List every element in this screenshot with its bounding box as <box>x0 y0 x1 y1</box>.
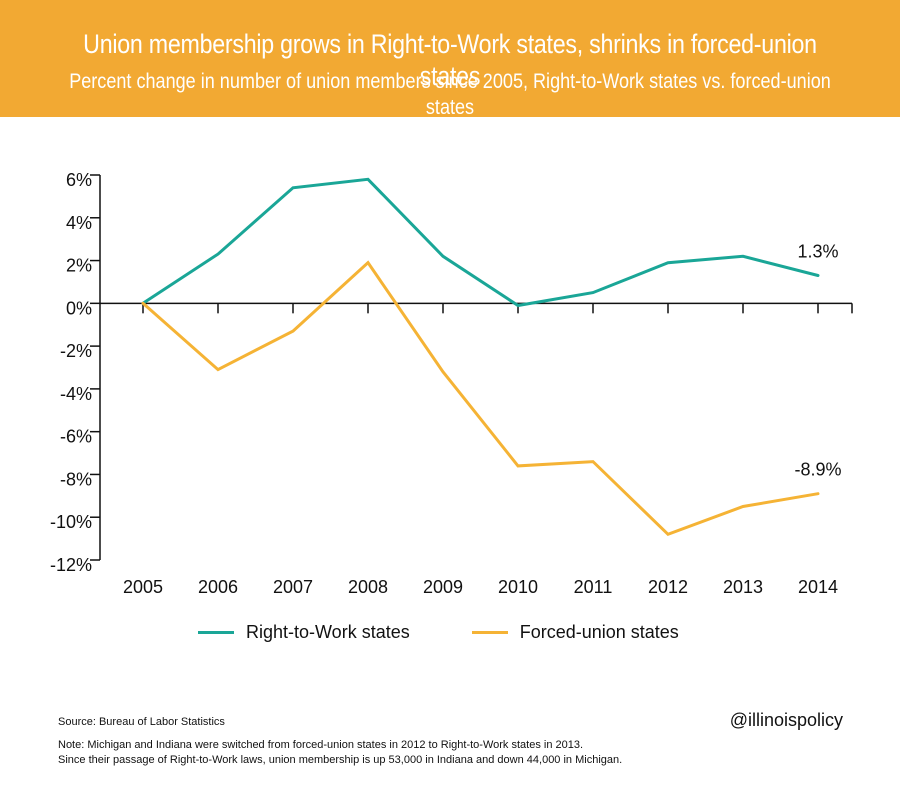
x-tick-label: 2014 <box>798 577 838 597</box>
footnote-line-2: Since their passage of Right-to-Work law… <box>58 754 623 766</box>
y-tick-label: 2% <box>66 256 92 276</box>
y-tick-label: -12% <box>50 555 92 575</box>
y-tick-label: -8% <box>60 469 92 489</box>
x-axis: 2005 2006 2007 2008 2009 2010 2011 2012 2013 2014 <box>100 302 853 597</box>
chart-subtitle: Percent change in number of union member… <box>69 70 831 119</box>
y-tick-label: 0% <box>66 298 92 318</box>
y-tick-label: -2% <box>60 341 92 361</box>
x-tick-label: 2011 <box>574 577 613 597</box>
footnote: Note: Michigan and Indiana were switched… <box>58 738 858 768</box>
legend-swatch-forced-union <box>471 631 508 634</box>
series-lines <box>141 177 820 537</box>
y-tick-label: -6% <box>60 427 92 447</box>
legend-swatch-right-to-work <box>198 631 234 634</box>
x-tick-label: 2013 <box>723 577 763 597</box>
legend-item-forced-union: Forced-union states <box>471 622 679 643</box>
x-tick-label: 2008 <box>348 577 388 597</box>
social-handle[interactable]: @illinoispolicy <box>729 710 843 730</box>
legend-label-right-to-work: Right-to-Work states <box>246 622 410 642</box>
y-tick-label: 4% <box>66 213 92 233</box>
end-label-forced-union: -8.9% <box>794 460 841 480</box>
y-axis: 6% 4% 2% 0% -2% -4% -6% -8% -10% -12% <box>50 170 101 575</box>
x-tick-label: 2006 <box>198 577 238 597</box>
end-label-right-to-work: 1.3% <box>797 242 838 262</box>
y-tick-label: 6% <box>66 170 92 190</box>
legend-item-right-to-work: Right-to-Work states <box>198 622 410 643</box>
y-tick-label: -10% <box>50 512 92 532</box>
series-line-forced-union <box>141 260 820 537</box>
footnote-line-1: Note: Michigan and Indiana were switched… <box>58 739 584 751</box>
x-tick-label: 2010 <box>498 577 538 597</box>
header-banner: Union membership grows in Right-to-Work … <box>0 0 900 119</box>
line-chart: 6%4%2%0%-2%-4%-6%-8%-10%-12% 2005 2006 200… <box>50 170 853 597</box>
end-labels: 1.3% -8.9% <box>794 242 841 480</box>
x-tick-label: 2009 <box>423 577 463 597</box>
y-tick-label: -4% <box>60 384 92 404</box>
legend-label-forced-union: Forced-union states <box>519 622 679 642</box>
source-text: Source: Bureau of Labor Statistics <box>58 716 225 728</box>
x-tick-label: 2012 <box>648 577 688 597</box>
series-line-right-to-work <box>141 177 820 308</box>
x-tick-label: 2005 <box>123 577 163 597</box>
legend: Right-to-Work states Forced-union states <box>198 622 741 643</box>
chart-title: Union membership grows in Right-to-Work … <box>83 29 817 91</box>
x-tick-label: 2007 <box>273 577 313 597</box>
